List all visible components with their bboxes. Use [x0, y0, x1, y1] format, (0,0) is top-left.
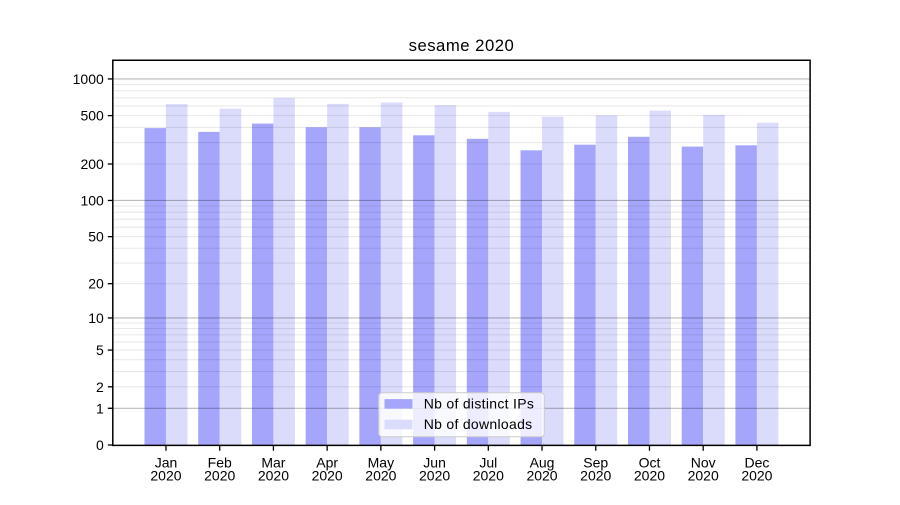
svg-text:2020: 2020: [526, 468, 557, 484]
svg-text:Dec: Dec: [744, 455, 769, 471]
svg-text:2020: 2020: [150, 468, 181, 484]
svg-text:Jul: Jul: [479, 455, 497, 471]
svg-text:Jun: Jun: [423, 455, 446, 471]
svg-text:200: 200: [80, 156, 104, 172]
svg-text:20: 20: [88, 276, 104, 292]
svg-text:sesame 2020: sesame 2020: [409, 36, 515, 55]
svg-text:1000: 1000: [73, 71, 104, 87]
svg-text:100: 100: [80, 192, 104, 208]
svg-text:2020: 2020: [258, 468, 289, 484]
svg-text:2020: 2020: [419, 468, 450, 484]
svg-text:Feb: Feb: [208, 455, 232, 471]
svg-text:May: May: [368, 455, 394, 471]
svg-text:10: 10: [88, 310, 104, 326]
svg-text:Nb of distinct IPs: Nb of distinct IPs: [424, 395, 534, 411]
svg-text:50: 50: [88, 229, 104, 245]
svg-text:5: 5: [96, 342, 104, 358]
svg-text:Sep: Sep: [583, 455, 608, 471]
svg-text:Jan: Jan: [155, 455, 178, 471]
svg-text:Oct: Oct: [639, 455, 661, 471]
svg-text:Apr: Apr: [316, 455, 338, 471]
svg-text:Aug: Aug: [530, 455, 555, 471]
svg-text:Mar: Mar: [261, 455, 285, 471]
svg-text:2020: 2020: [634, 468, 665, 484]
svg-text:2020: 2020: [204, 468, 235, 484]
svg-text:2020: 2020: [688, 468, 719, 484]
svg-text:2020: 2020: [365, 468, 396, 484]
svg-text:1: 1: [96, 400, 104, 416]
svg-text:2020: 2020: [473, 468, 504, 484]
svg-text:0: 0: [96, 437, 104, 453]
svg-text:Nb of downloads: Nb of downloads: [424, 416, 533, 432]
svg-text:2: 2: [96, 379, 104, 395]
svg-text:2020: 2020: [312, 468, 343, 484]
svg-text:500: 500: [80, 108, 104, 124]
svg-text:Nov: Nov: [691, 455, 716, 471]
svg-text:2020: 2020: [741, 468, 772, 484]
svg-text:2020: 2020: [580, 468, 611, 484]
